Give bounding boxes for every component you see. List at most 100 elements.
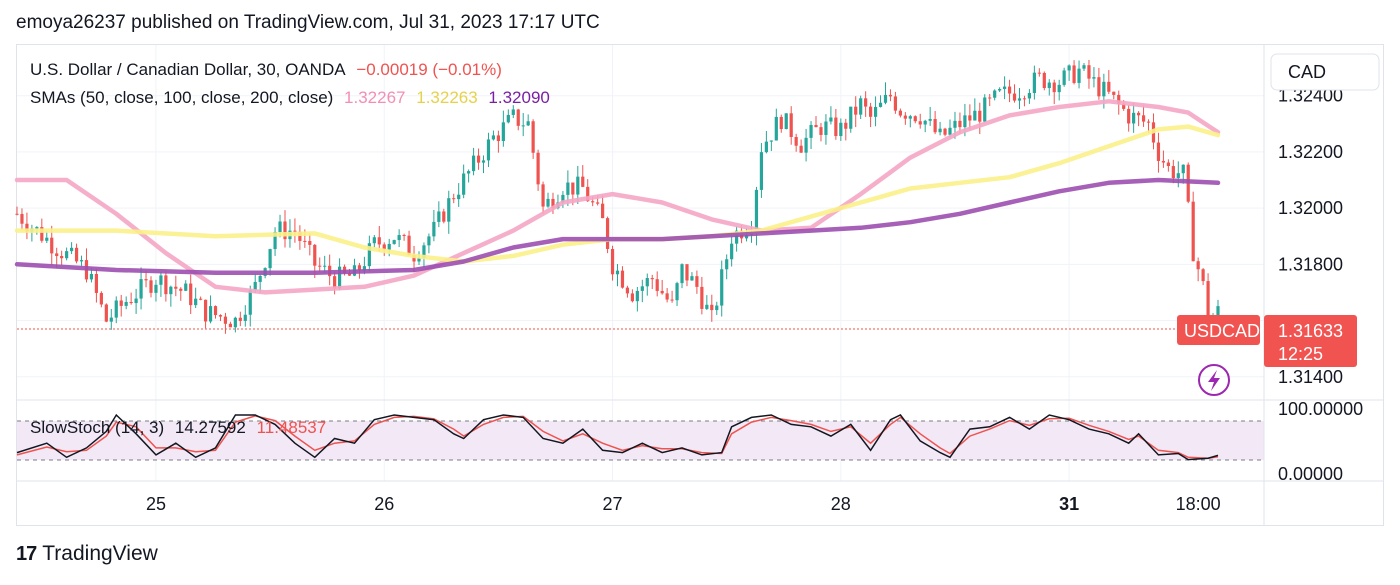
candle-body [918, 121, 922, 125]
candle-body [1141, 115, 1146, 122]
current-price-label-bg [1264, 315, 1357, 367]
candle-body [1092, 77, 1096, 79]
symbol-change: −0.00019 (−0.01%) [356, 60, 502, 79]
candle-body [566, 182, 570, 195]
candle-body [382, 244, 386, 250]
candle-body [675, 283, 679, 301]
candle-body [506, 114, 510, 123]
candle-body [164, 275, 168, 295]
candle-body [744, 234, 749, 239]
stoch-tick-label: 100.00000 [1278, 399, 1363, 419]
candle-body [119, 300, 123, 306]
candle-body [392, 240, 396, 244]
candle-body [337, 266, 342, 289]
candle-body [174, 286, 178, 289]
candle-body [586, 186, 590, 202]
candle-body [486, 139, 491, 161]
candle-body [794, 136, 798, 146]
candle-body [55, 253, 59, 257]
candle-body [69, 247, 74, 252]
candle-body [402, 235, 406, 237]
candle-body [471, 155, 476, 172]
candle-body [1117, 94, 1121, 104]
symbol-legend[interactable]: U.S. Dollar / Canadian Dollar, 30, OANDA… [30, 60, 508, 80]
candle-body [988, 97, 992, 99]
candle-body [357, 265, 362, 271]
candle-body [953, 120, 957, 128]
candle-body [605, 218, 610, 249]
stoch-d-value: 11.48537 [256, 418, 327, 437]
candle-body [199, 298, 203, 300]
candle-body [888, 94, 893, 97]
candle-body [869, 106, 873, 117]
candle-body [1122, 103, 1126, 109]
candle-body [511, 109, 515, 115]
candle-body [521, 125, 525, 127]
candle-body [1007, 86, 1012, 94]
candle-body [799, 145, 803, 153]
candle-body [218, 315, 223, 317]
grid-lines [17, 45, 1264, 481]
sma-legend[interactable]: SMAs (50, close, 100, close, 200, close)… [30, 88, 556, 108]
candle-body [596, 202, 600, 204]
candle-body [372, 237, 376, 244]
candle-body [35, 227, 39, 229]
candle-body [764, 141, 768, 153]
candle-body [333, 276, 337, 289]
candle-body [601, 203, 605, 219]
candle-body [94, 273, 99, 293]
stoch-label: SlowStoch (14, 3) [30, 418, 165, 437]
candle-body [700, 286, 704, 309]
candle-body [849, 106, 853, 129]
candle-body [1201, 269, 1205, 282]
symbol-tag: USDCAD [1184, 321, 1260, 341]
candle-body [223, 316, 228, 324]
candle-body [551, 198, 555, 209]
candle-body [45, 237, 49, 241]
candle-body [824, 121, 828, 135]
candle-body [695, 276, 699, 287]
footer[interactable]: 17 TradingView [16, 542, 158, 566]
candle-body [873, 106, 878, 117]
candle-body [680, 264, 684, 284]
candle-body [65, 251, 69, 259]
candle-body [253, 281, 257, 290]
lightning-icon[interactable] [1198, 364, 1230, 396]
stoch-legend[interactable]: SlowStoch (14, 3) 14.27592 11.48537 [30, 418, 332, 438]
currency-button-bg[interactable] [1270, 53, 1380, 91]
candle-body [526, 121, 530, 126]
candle-body [710, 304, 714, 311]
candle-body [893, 96, 898, 111]
candle-body [844, 122, 848, 129]
candle-body [427, 236, 431, 246]
candle-body [303, 240, 307, 242]
candle-body [1062, 70, 1066, 85]
candle-body [228, 323, 233, 328]
candle-body [779, 116, 783, 130]
candle-body [442, 211, 446, 222]
stoch-k-line [16, 413, 1219, 461]
candle-body [1002, 86, 1007, 89]
candle-body [397, 235, 401, 241]
sma-line-200 [14, 177, 1221, 276]
candle-body [581, 176, 585, 187]
candle-body [1022, 98, 1027, 100]
candle-body [1181, 164, 1185, 174]
candle-body [735, 230, 739, 244]
candle-body [491, 135, 496, 140]
candle-body [1216, 306, 1220, 317]
candle-body [1032, 72, 1036, 94]
candle-body [278, 221, 282, 232]
sma-label: SMAs (50, close, 100, close, 200, close) [30, 88, 334, 107]
candle-body [903, 115, 907, 119]
candle-body [1156, 142, 1161, 161]
candle-body [859, 98, 863, 115]
candle-body [804, 137, 808, 153]
candle-body [541, 184, 545, 207]
candle-body [690, 276, 694, 281]
price-tick-label: 1.32400 [1278, 86, 1343, 106]
chart-frame[interactable] [16, 44, 1384, 526]
currency-button[interactable]: CAD [1288, 62, 1326, 82]
candle-body [933, 118, 937, 133]
